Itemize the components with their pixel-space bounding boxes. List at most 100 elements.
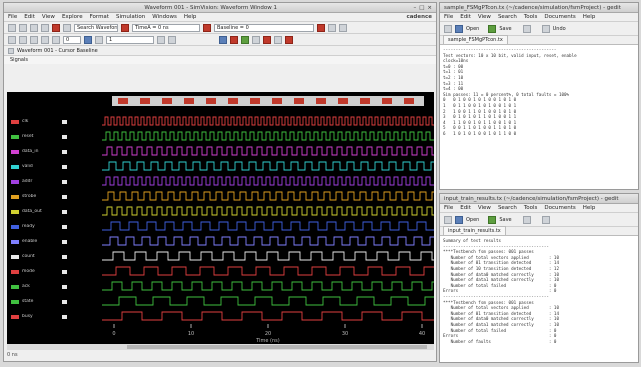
cursor-a-icon[interactable] — [121, 23, 129, 32]
lock-icon[interactable] — [168, 35, 176, 44]
menu-view[interactable]: View — [41, 14, 55, 20]
tab-sample-file[interactable]: sample_FSMgPTcon.tx — [443, 35, 508, 44]
menu-explore[interactable]: Explore — [61, 14, 83, 20]
waveform-trace[interactable] — [102, 251, 434, 261]
zoom-cursor-icon[interactable] — [30, 35, 38, 44]
search-next-icon[interactable] — [52, 35, 60, 44]
baseline-field[interactable]: Baseline = 0 — [214, 23, 314, 32]
menu-file[interactable]: File — [8, 14, 18, 20]
menu-windows[interactable]: Windows — [152, 14, 177, 20]
signal-row[interactable]: ready — [7, 219, 67, 234]
menu-search[interactable]: Search — [497, 205, 517, 211]
console-icon[interactable] — [252, 35, 260, 44]
horizontal-scrollbar[interactable] — [7, 344, 434, 350]
scrollbar-thumb[interactable] — [127, 345, 427, 349]
undo-icon[interactable] — [541, 24, 550, 33]
signal-row[interactable]: state — [7, 294, 67, 309]
save-icon[interactable] — [488, 24, 497, 33]
zoom-full-icon[interactable] — [8, 35, 16, 44]
menu-tools[interactable]: Tools — [523, 205, 538, 211]
delete-icon[interactable] — [52, 23, 60, 32]
signal-row[interactable]: clk — [7, 114, 67, 129]
signal-row[interactable]: strobe — [7, 189, 67, 204]
signal-row[interactable]: addr — [7, 174, 67, 189]
search-prev-icon[interactable] — [41, 35, 49, 44]
schematic-icon[interactable] — [219, 35, 227, 44]
menu-documents[interactable]: Documents — [544, 14, 576, 20]
time-ruler[interactable] — [112, 96, 424, 106]
waveform-trace[interactable] — [102, 236, 434, 246]
menu-edit[interactable]: Edit — [460, 205, 471, 211]
menu-search[interactable]: Search — [497, 14, 517, 20]
menu-format[interactable]: Format — [89, 14, 109, 20]
menu-help[interactable]: Help — [183, 14, 197, 20]
open-button[interactable]: Open — [466, 25, 480, 32]
menu-help[interactable]: Help — [582, 14, 596, 20]
waveform-trace[interactable] — [102, 281, 434, 291]
waveform-trace[interactable] — [102, 176, 434, 186]
open-button[interactable]: Open — [466, 216, 480, 223]
signal-row[interactable]: data_out — [7, 204, 67, 219]
signal-row[interactable]: busy — [7, 309, 67, 324]
waveform-trace[interactable] — [102, 266, 434, 276]
zoom-in-icon[interactable] — [328, 23, 336, 32]
menu-view[interactable]: View — [477, 14, 491, 20]
minimize-icon[interactable]: – — [413, 4, 417, 11]
menu-file[interactable]: File — [444, 14, 454, 20]
waveform-trace[interactable] — [102, 161, 434, 171]
time-field[interactable]: 0 — [63, 35, 81, 44]
waveform-canvas[interactable]: clk reset data_in valid addr strobe data_out re… — [7, 92, 434, 344]
watch-icon[interactable] — [263, 35, 271, 44]
waveform-trace[interactable] — [102, 221, 434, 231]
gedit-bottom-editor[interactable]: Summary of test results -----------------… — [440, 236, 638, 362]
waveform-trace[interactable] — [102, 131, 434, 141]
menu-help[interactable]: Help — [582, 205, 596, 211]
waveform-trace[interactable] — [102, 311, 434, 321]
maximize-icon[interactable]: □ — [419, 4, 425, 11]
save-button[interactable]: Save — [499, 25, 512, 32]
cut-icon[interactable] — [30, 23, 38, 32]
design-browser-icon[interactable] — [241, 35, 249, 44]
probe-icon[interactable] — [285, 35, 293, 44]
menu-documents[interactable]: Documents — [544, 205, 576, 211]
waveform-plot[interactable]: 0 10 20 30 40 Time (ns) — [102, 92, 434, 344]
zoom-out-icon[interactable] — [339, 23, 347, 32]
undo-icon[interactable] — [8, 23, 16, 32]
menu-edit[interactable]: Edit — [460, 14, 471, 20]
save-icon[interactable] — [488, 215, 497, 224]
tab-results-file[interactable]: input_train_results.tx — [443, 226, 506, 235]
print-icon[interactable] — [522, 24, 531, 33]
new-icon[interactable] — [444, 24, 452, 33]
cursor-field[interactable]: TimeA = 0 ns — [132, 23, 200, 32]
register-icon[interactable] — [274, 35, 282, 44]
waveform-trace[interactable] — [102, 146, 434, 156]
new-icon[interactable] — [444, 215, 452, 224]
copy-icon[interactable] — [41, 23, 49, 32]
gedit-top-editor[interactable]: ----------------------------------------… — [440, 45, 638, 189]
signal-row[interactable]: data_in — [7, 144, 67, 159]
waveform-trace[interactable] — [102, 296, 434, 306]
run-icon[interactable] — [84, 35, 92, 44]
waveform-trace[interactable] — [102, 206, 434, 216]
search-field[interactable]: Search Waveform — [74, 23, 118, 32]
menu-tools[interactable]: Tools — [523, 14, 538, 20]
paste-icon[interactable] — [63, 23, 71, 32]
signal-row[interactable]: reset — [7, 129, 67, 144]
open-icon[interactable] — [455, 215, 463, 224]
baseline-icon[interactable] — [203, 23, 211, 32]
menu-edit[interactable]: Edit — [24, 14, 35, 20]
save-button[interactable]: Save — [499, 216, 512, 223]
waveform-trace[interactable] — [102, 191, 434, 201]
print-icon[interactable] — [522, 215, 531, 224]
signal-row[interactable]: enable — [7, 234, 67, 249]
close-icon[interactable]: × — [427, 4, 432, 11]
zoom-range-icon[interactable] — [19, 35, 27, 44]
step-icon[interactable] — [95, 35, 103, 44]
zoom-field[interactable]: 1 — [106, 35, 154, 44]
open-icon[interactable] — [455, 24, 463, 33]
signal-row[interactable]: count — [7, 249, 67, 264]
menu-simulation[interactable]: Simulation — [115, 14, 146, 20]
waveform-trace[interactable] — [102, 116, 434, 126]
undo-button[interactable]: Undo — [552, 25, 566, 32]
menu-file[interactable]: File — [444, 205, 454, 211]
